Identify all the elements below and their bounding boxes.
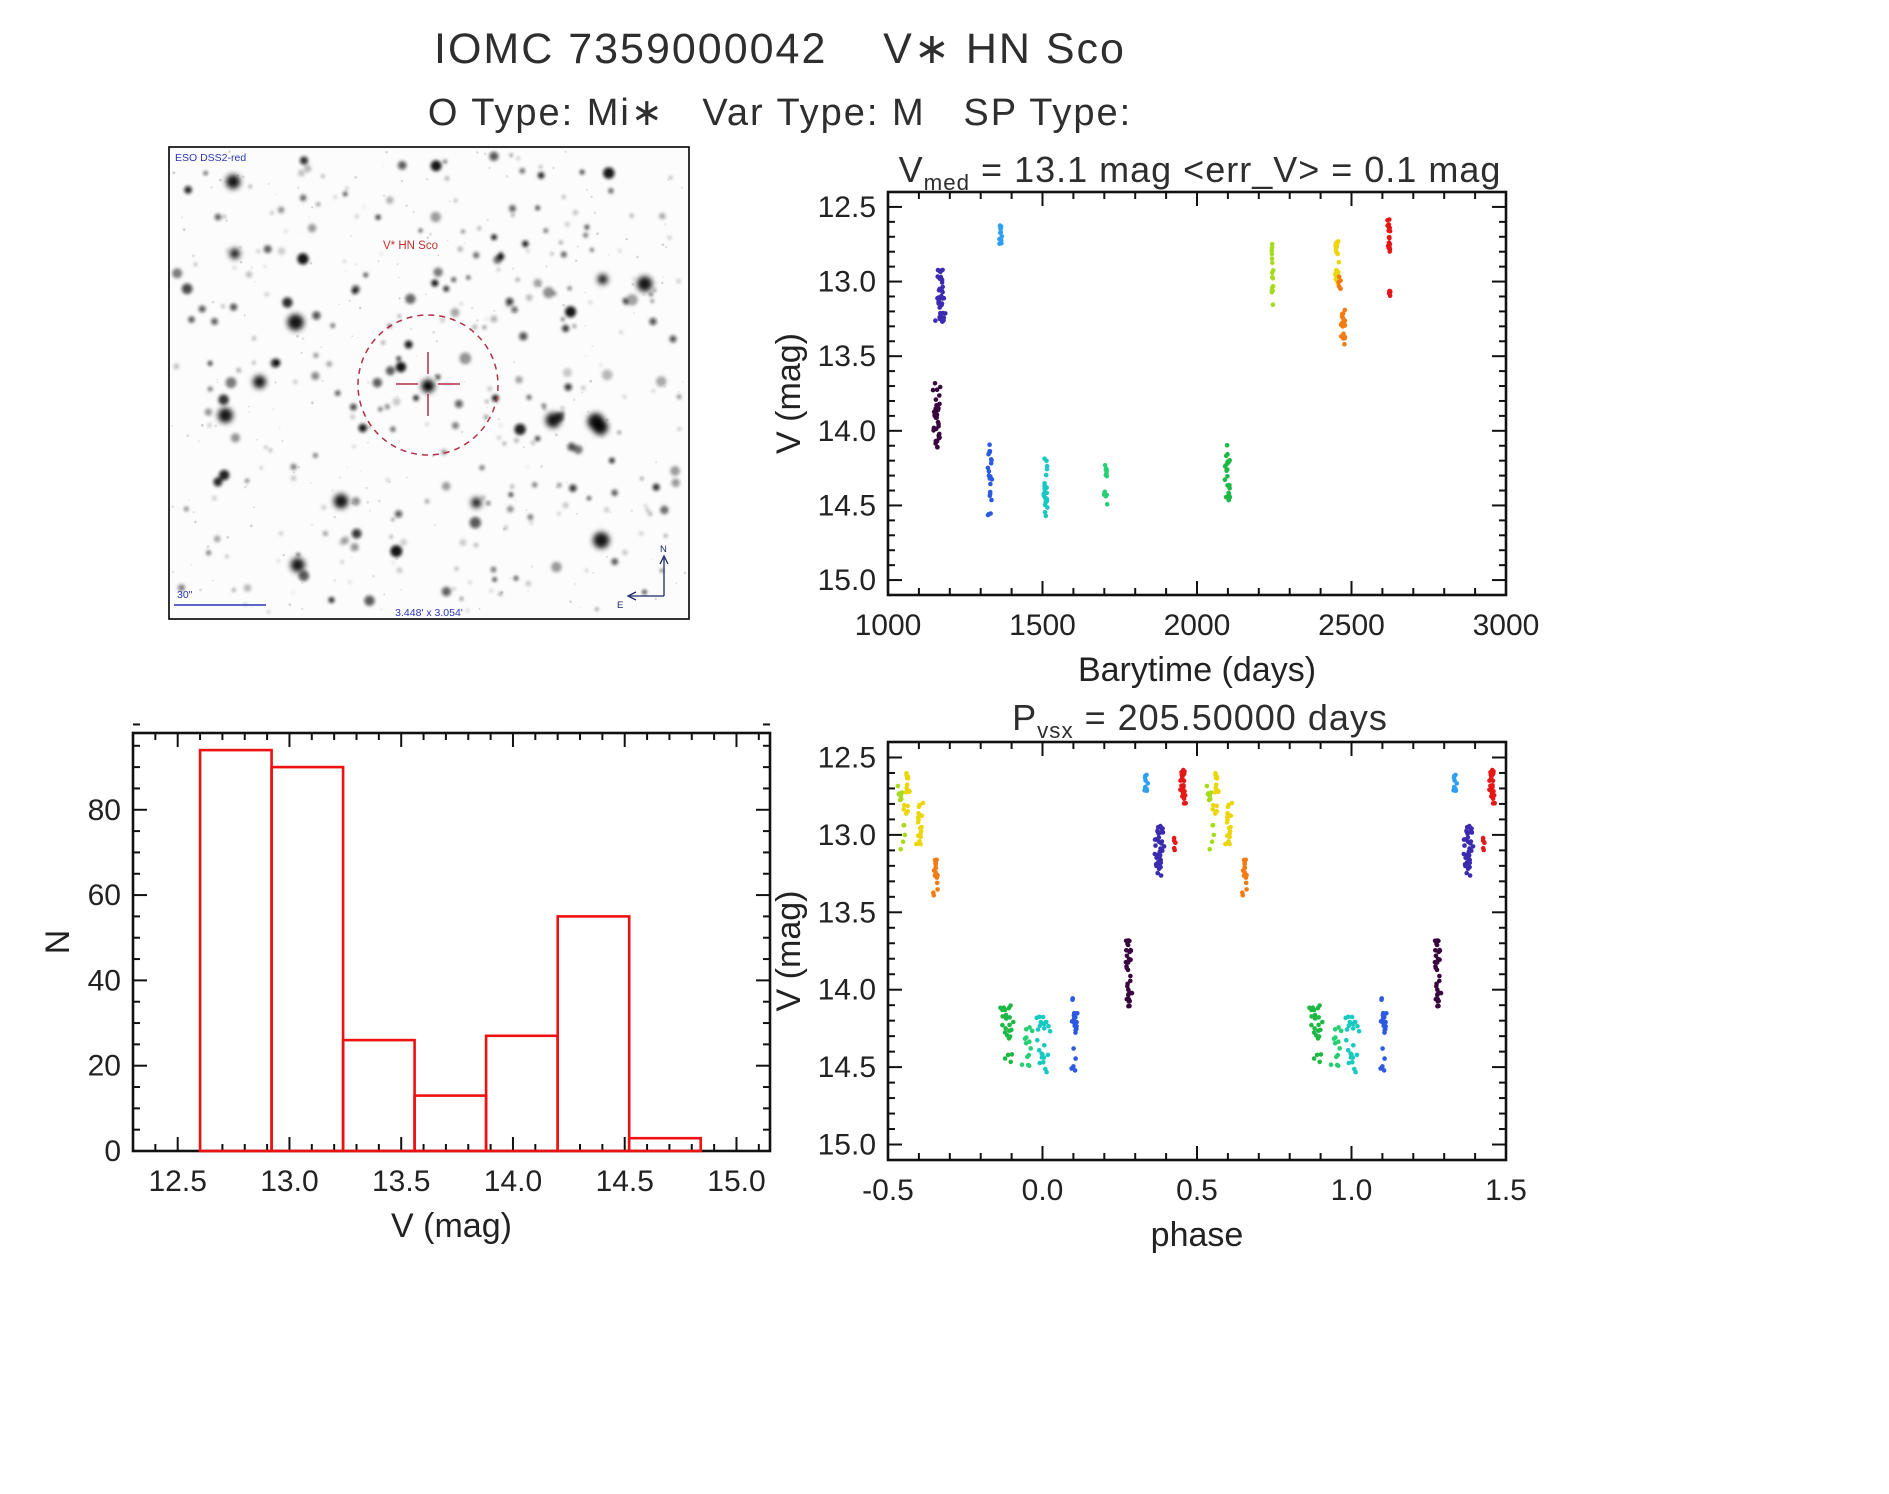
svg-text:14.0: 14.0 [484, 1165, 542, 1198]
svg-text:13.5: 13.5 [818, 340, 876, 373]
svg-text:15.0: 15.0 [707, 1165, 765, 1198]
axis-tick-labels: 12.5 13.0 13.5 14.0 14.5 15.0 0 20 40 60 80 V (mag)… [40, 794, 766, 1245]
svg-text:80: 80 [88, 794, 121, 827]
page-subtitle: O Type: Mi∗ Var Type: M SP Type: [427, 92, 1133, 134]
svg-text:-0.5: -0.5 [862, 1174, 914, 1207]
svg-text:14.0: 14.0 [818, 974, 876, 1007]
svg-text:12.5: 12.5 [149, 1165, 207, 1198]
phase-title-rest: = 205.50000 days [1073, 697, 1388, 738]
finder-chart-image: ESO DSS2-red V* HN Sco 3.448' x 3.054' 30" N… [168, 146, 690, 620]
y-axis-label: N [40, 930, 77, 955]
svg-text:1.5: 1.5 [1485, 1174, 1527, 1207]
finder-annotations: ESO DSS2-red V* HN Sco 3.448' x 3.054' 30" N… [174, 152, 667, 619]
lightcurve-title-sub: med [923, 170, 971, 196]
svg-text:13.5: 13.5 [372, 1165, 430, 1198]
histogram-bars [198, 748, 703, 1153]
histogram-plot: 12.5 13.0 13.5 14.0 14.5 15.0 0 20 40 60 80 V (mag)… [40, 723, 772, 1245]
svg-text:3000: 3000 [1473, 609, 1540, 642]
phase-title-base: P [1012, 697, 1038, 738]
stars [172, 151, 682, 613]
svg-text:0.5: 0.5 [1176, 1174, 1218, 1207]
x-axis-label: Barytime (days) [1078, 651, 1316, 689]
svg-text:1000: 1000 [855, 609, 922, 642]
svg-text:14.5: 14.5 [818, 489, 876, 522]
lightcurve-title-base: V [898, 149, 924, 190]
x-axis-label: V (mag) [391, 1207, 512, 1245]
compass-icon [626, 554, 669, 601]
svg-text:14.0: 14.0 [818, 415, 876, 448]
svg-text:14.5: 14.5 [818, 1051, 876, 1084]
scale-label: 30" [177, 589, 193, 601]
finder-border [168, 146, 690, 620]
svg-text:0: 0 [104, 1135, 121, 1168]
survey-label: ESO DSS2-red [175, 152, 246, 164]
bright-stars [217, 174, 653, 573]
svg-text:1.0: 1.0 [1331, 1174, 1373, 1207]
target-marker [357, 314, 499, 456]
y-axis-label: V (mag) [770, 333, 808, 454]
svg-text:0.0: 0.0 [1022, 1174, 1064, 1207]
lightcurve-plot: 1000 1500 2000 2500 3000 12.5 13.0 13.5 14.0 14.5… [770, 190, 1539, 689]
svg-text:13.0: 13.0 [818, 819, 876, 852]
axes [886, 190, 1508, 597]
svg-text:60: 60 [88, 879, 121, 912]
svg-text:13.0: 13.0 [260, 1165, 318, 1198]
x-axis-label: phase [1151, 1216, 1244, 1254]
y-axis-label: V (mag) [770, 891, 808, 1012]
axes [131, 723, 772, 1153]
svg-text:12.5: 12.5 [818, 741, 876, 774]
lightcurve-title-rest: = 13.1 mag <err_V> = 0.1 mag [970, 149, 1502, 190]
svg-text:13.0: 13.0 [818, 266, 876, 299]
svg-text:15.0: 15.0 [818, 564, 876, 597]
svg-text:12.5: 12.5 [818, 191, 876, 224]
svg-text:20: 20 [88, 1050, 121, 1083]
svg-text:1500: 1500 [1009, 609, 1076, 642]
fov-label: 3.448' x 3.054' [395, 607, 463, 619]
phase-plot: -0.5 0.0 0.5 1.0 1.5 12.5 13.0 13.5 14.0 14.5 15.0… [770, 740, 1527, 1254]
page-title: IOMC 7359000042 V∗ HN Sco [434, 25, 1126, 73]
data-points [895, 767, 1497, 1075]
phase-title-sub: vsx [1037, 718, 1074, 744]
svg-text:15.0: 15.0 [818, 1129, 876, 1162]
data-points [930, 217, 1393, 519]
svg-text:2500: 2500 [1318, 609, 1385, 642]
axis-tick-labels: 1000 1500 2000 2500 3000 12.5 13.0 13.5 14.0 14.5… [770, 191, 1539, 689]
axis-tick-labels: -0.5 0.0 0.5 1.0 1.5 12.5 13.0 13.5 14.0 14.5 15.0… [770, 741, 1527, 1254]
phase-plot-title: Pvsx = 205.50000 days [800, 700, 1600, 743]
svg-text:14.5: 14.5 [596, 1165, 654, 1198]
target-circle [357, 314, 499, 456]
svg-text:2000: 2000 [1164, 609, 1231, 642]
svg-text:13.5: 13.5 [818, 896, 876, 929]
compass-n-label: N [660, 544, 667, 555]
svg-text:40: 40 [88, 964, 121, 997]
compass-e-label: E [617, 600, 623, 611]
star-name-label: V* HN Sco [383, 240, 438, 252]
lightcurve-title: Vmed = 13.1 mag <err_V> = 0.1 mag [800, 152, 1600, 195]
axes [886, 740, 1508, 1162]
target-star [421, 379, 435, 393]
